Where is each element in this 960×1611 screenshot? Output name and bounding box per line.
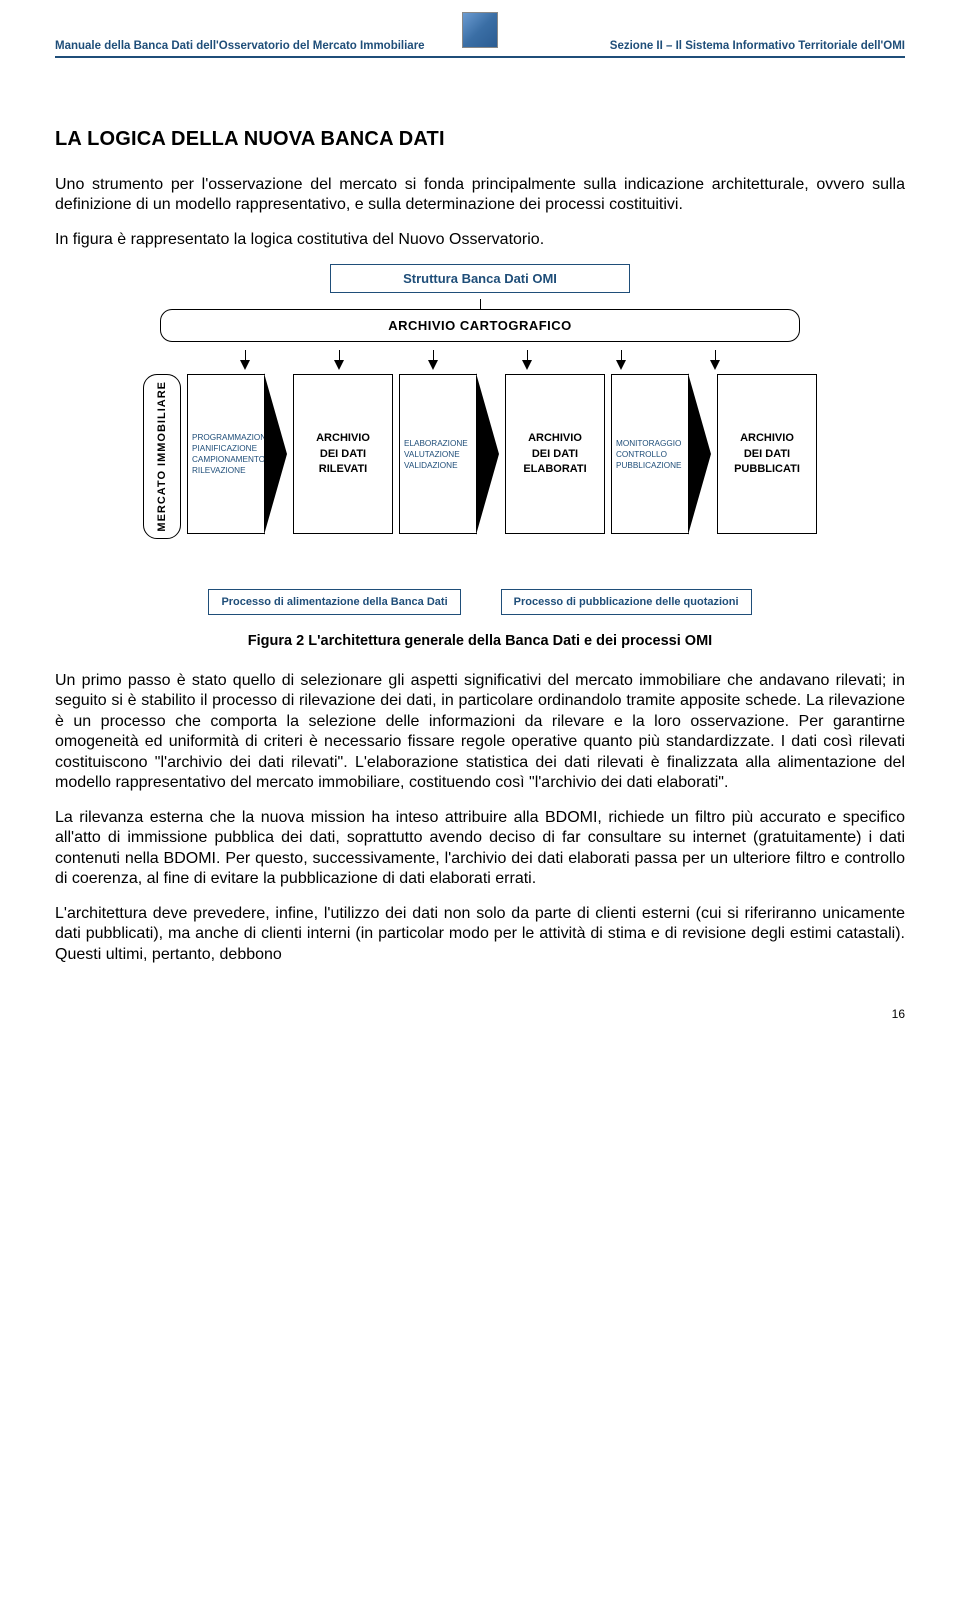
arch2-line: ARCHIVIO: [523, 431, 586, 446]
mercato-label: MERCATO IMMOBILIARE: [156, 381, 168, 532]
process-chevron-1: PROGRAMMAZIONE PIANIFICAZIONE CAMPIONAME…: [187, 374, 287, 534]
paragraph-4: La rilevanza esterna che la nuova missio…: [55, 808, 905, 890]
architecture-diagram: Struttura Banca Dati OMI ARCHIVIO CARTOG…: [55, 264, 905, 615]
arch1-line: RILEVATI: [316, 462, 370, 477]
archivio-rilevati-box: ARCHIVIO DEI DATI RILEVATI: [293, 374, 393, 534]
arrow-down-icon: [616, 360, 626, 370]
arrow-down-icon: [334, 360, 344, 370]
logo-icon: [462, 12, 498, 48]
paragraph-2: In figura è rappresentato la logica cost…: [55, 230, 905, 250]
processo-pubblicazione-box: Processo di pubblicazione delle quotazio…: [501, 589, 752, 615]
chev1-line: CAMPIONAMENTO: [192, 454, 261, 465]
processo-alimentazione-box: Processo di alimentazione della Banca Da…: [208, 589, 460, 615]
process-chevron-2: ELABORAZIONE VALUTAZIONE VALIDAZIONE: [399, 374, 499, 534]
chev3-line: MONITORAGGIO: [616, 438, 685, 449]
arch3-line: ARCHIVIO: [734, 431, 800, 446]
chev3-line: PUBBLICAZIONE: [616, 460, 685, 471]
arch2-line: ELABORATI: [523, 462, 586, 477]
header-right-title: Sezione II – Il Sistema Informativo Terr…: [610, 40, 905, 52]
arrow-down-icon: [710, 360, 720, 370]
archivio-cartografico-box: ARCHIVIO CARTOGRAFICO: [160, 309, 800, 342]
paragraph-3: Un primo passo è stato quello di selezio…: [55, 671, 905, 794]
arrow-down-icon: [240, 360, 250, 370]
diagram-title-box: Struttura Banca Dati OMI: [330, 264, 630, 293]
paragraph-5: L'architettura deve prevedere, infine, l…: [55, 904, 905, 965]
diagram-bottom-row: Processo di alimentazione della Banca Da…: [55, 589, 905, 615]
chev2-line: VALIDAZIONE: [404, 460, 473, 471]
chev1-line: RILEVAZIONE: [192, 465, 261, 476]
header-left-title: Manuale della Banca Dati dell'Osservator…: [55, 40, 425, 52]
arch3-line: PUBBLICATI: [734, 462, 800, 477]
chev3-line: CONTROLLO: [616, 449, 685, 460]
arrows-row: [55, 350, 905, 370]
page-number: 16: [892, 1007, 905, 1021]
arch3-line: DEI DATI: [734, 447, 800, 462]
arch1-line: ARCHIVIO: [316, 431, 370, 446]
arrow-down-icon: [522, 360, 532, 370]
arch1-line: DEI DATI: [316, 447, 370, 462]
archivio-pubblicati-box: ARCHIVIO DEI DATI PUBBLICATI: [717, 374, 817, 534]
section-heading: LA LOGICA DELLA NUOVA BANCA DATI: [55, 128, 905, 151]
diagram-main-row: MERCATO IMMOBILIARE PROGRAMMAZIONE PIANI…: [55, 374, 905, 539]
paragraph-1: Uno strumento per l'osservazione del mer…: [55, 175, 905, 216]
chev2-line: VALUTAZIONE: [404, 449, 473, 460]
process-chevron-3: MONITORAGGIO CONTROLLO PUBBLICAZIONE: [611, 374, 711, 534]
archivio-elaborati-box: ARCHIVIO DEI DATI ELABORATI: [505, 374, 605, 534]
chev1-line: PIANIFICAZIONE: [192, 443, 261, 454]
chev2-line: ELABORAZIONE: [404, 438, 473, 449]
page-header: Manuale della Banca Dati dell'Osservator…: [55, 40, 905, 58]
arch2-line: DEI DATI: [523, 447, 586, 462]
mercato-immobiliare-box: MERCATO IMMOBILIARE: [143, 374, 181, 539]
chev1-line: PROGRAMMAZIONE: [192, 432, 261, 443]
arrow-down-icon: [428, 360, 438, 370]
figure-caption: Figura 2 L'architettura generale della B…: [55, 633, 905, 649]
